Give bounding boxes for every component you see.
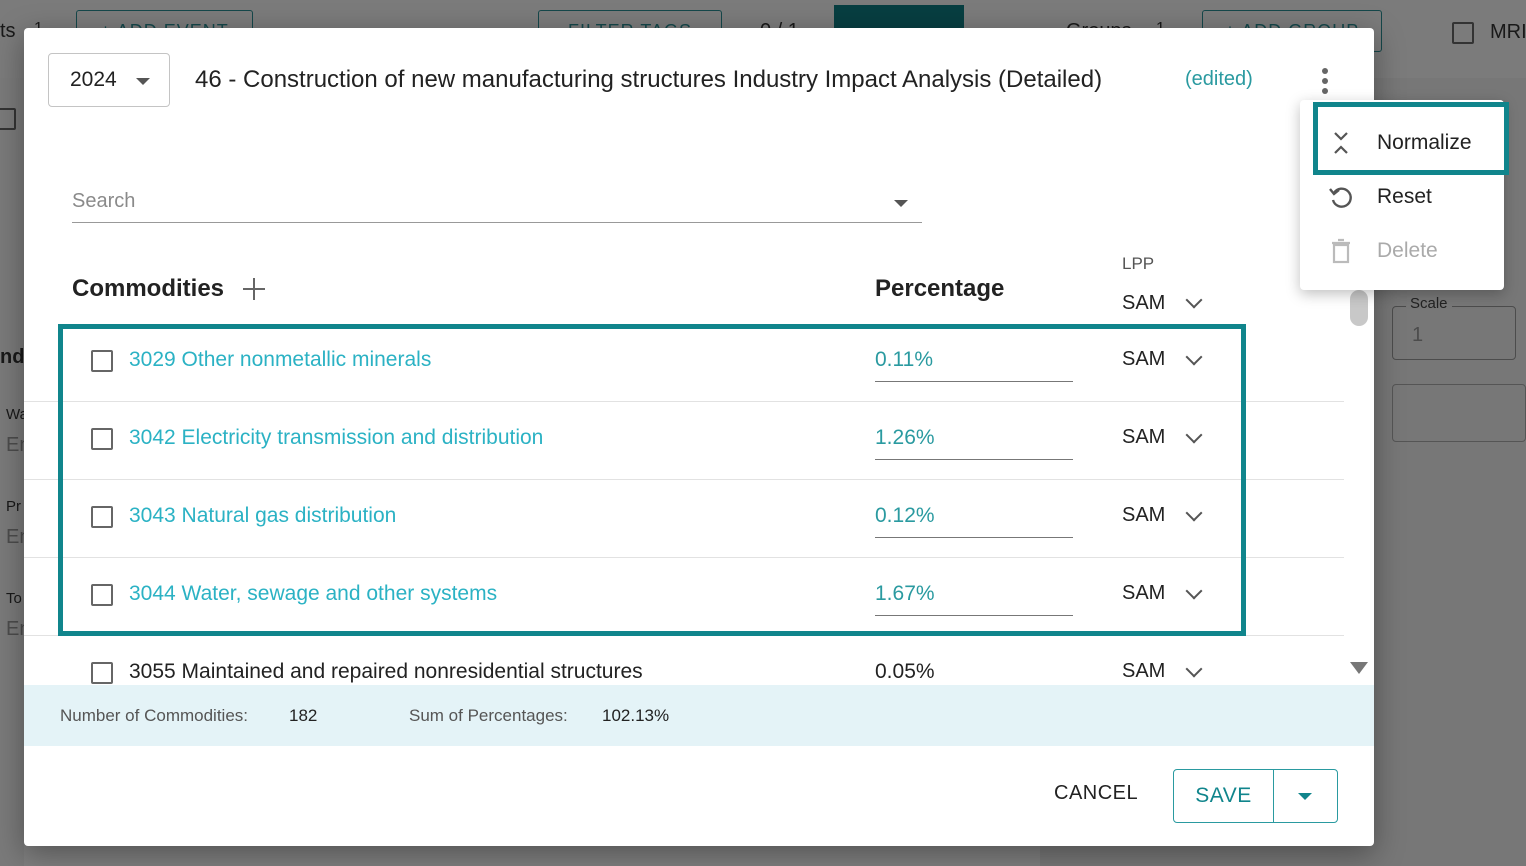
lpp-select[interactable]: SAM — [1122, 660, 1166, 682]
commodity-list: 3029 Other nonmetallic minerals 0.11% SA… — [24, 324, 1344, 686]
percentage-input[interactable]: 0.11% — [875, 342, 1073, 382]
lpp-select[interactable]: SAM — [1122, 348, 1166, 370]
commodity-name-link[interactable]: 3044 Water, sewage and other systems — [129, 582, 498, 605]
search-dropdown-icon[interactable] — [894, 200, 908, 207]
lpp-header-label: LPP — [1122, 254, 1155, 273]
summary-bar: Number of Commodities: 182 Sum of Percen… — [24, 685, 1374, 746]
lpp-select[interactable]: SAM — [1122, 582, 1166, 604]
caret-down-icon — [1298, 793, 1312, 800]
year-select[interactable]: 2024 — [48, 53, 170, 107]
table-row: 3042 Electricity transmission and distri… — [24, 402, 1344, 480]
cancel-button[interactable]: CANCEL — [1054, 782, 1139, 804]
menu-item-label: Delete — [1377, 239, 1438, 262]
row-checkbox[interactable] — [91, 662, 113, 684]
save-options-button[interactable] — [1274, 770, 1337, 822]
normalize-highlight-box — [1313, 102, 1509, 175]
table-row: 3043 Natural gas distribution 0.12% SAM — [24, 480, 1344, 558]
commodity-name-link[interactable]: 3029 Other nonmetallic minerals — [129, 348, 432, 371]
scroll-down-arrow-icon[interactable] — [1350, 662, 1368, 674]
commodities-header: Commodities — [72, 275, 225, 302]
percentage-input[interactable]: 0.05% — [875, 654, 1073, 686]
menu-item-normalize[interactable]: Normalize — [1300, 117, 1504, 169]
commodity-name-link[interactable]: 3042 Electricity transmission and distri… — [129, 426, 544, 449]
table-row: 3029 Other nonmetallic minerals 0.11% SA… — [24, 324, 1344, 402]
percentage-input[interactable]: 1.67% — [875, 576, 1073, 616]
percentage-sum-label: Sum of Percentages: — [409, 706, 568, 725]
commodity-count-value: 182 — [289, 706, 318, 725]
save-button[interactable]: SAVE — [1174, 770, 1274, 822]
chevron-down-icon[interactable] — [1185, 660, 1203, 678]
edited-indicator: (edited) — [1185, 68, 1253, 90]
search-placeholder: Search — [72, 190, 136, 212]
commodities-dialog: 2024 46 - Construction of new manufactur… — [24, 28, 1374, 846]
add-commodity-icon[interactable] — [243, 278, 265, 300]
more-options-icon[interactable] — [1314, 66, 1336, 96]
percentage-input[interactable]: 0.12% — [875, 498, 1073, 538]
menu-item-reset[interactable]: Reset — [1300, 171, 1504, 223]
lpp-select[interactable]: SAM — [1122, 504, 1166, 526]
chevron-down-icon[interactable] — [1185, 504, 1203, 522]
scrollbar-thumb[interactable] — [1350, 290, 1368, 326]
chevron-down-icon[interactable] — [1185, 582, 1203, 600]
reset-icon — [1329, 187, 1352, 208]
row-checkbox[interactable] — [91, 350, 113, 372]
menu-item-label: Normalize — [1377, 131, 1472, 154]
percentage-value: 0.12% — [875, 504, 935, 527]
year-select-value: 2024 — [70, 68, 117, 91]
row-checkbox[interactable] — [91, 506, 113, 528]
lpp-select[interactable]: SAM — [1122, 426, 1166, 448]
search-field[interactable]: Search — [72, 183, 922, 223]
table-row: 3055 Maintained and repaired nonresident… — [24, 636, 1344, 686]
menu-item-delete: Delete — [1300, 225, 1504, 277]
percentage-input[interactable]: 1.26% — [875, 420, 1073, 460]
lpp-header-select[interactable]: SAM — [1122, 292, 1166, 314]
row-checkbox[interactable] — [91, 428, 113, 450]
delete-icon — [1332, 238, 1350, 264]
percentage-header: Percentage — [875, 275, 1005, 302]
options-menu: Normalize Reset Delete — [1300, 100, 1504, 290]
chevron-down-icon[interactable] — [1185, 426, 1203, 444]
table-row: 3044 Water, sewage and other systems 1.6… — [24, 558, 1344, 636]
row-checkbox[interactable] — [91, 584, 113, 606]
caret-down-icon — [136, 78, 150, 85]
save-button-group: SAVE — [1173, 769, 1338, 823]
percentage-value: 1.26% — [875, 426, 935, 449]
lpp-header-chevron-icon[interactable] — [1185, 291, 1203, 309]
normalize-icon — [1334, 132, 1348, 154]
commodity-count-label: Number of Commodities: — [60, 706, 249, 725]
commodity-name-link[interactable]: 3043 Natural gas distribution — [129, 504, 397, 527]
percentage-value: 1.67% — [875, 582, 935, 605]
percentage-value: 0.11% — [875, 348, 933, 371]
percentage-value: 0.05% — [875, 660, 935, 683]
percentage-sum-value: 102.13% — [602, 706, 670, 725]
menu-item-label: Reset — [1377, 185, 1432, 208]
chevron-down-icon[interactable] — [1185, 348, 1203, 366]
commodity-name[interactable]: 3055 Maintained and repaired nonresident… — [129, 660, 643, 683]
dialog-title: 46 - Construction of new manufacturing s… — [195, 66, 1103, 93]
